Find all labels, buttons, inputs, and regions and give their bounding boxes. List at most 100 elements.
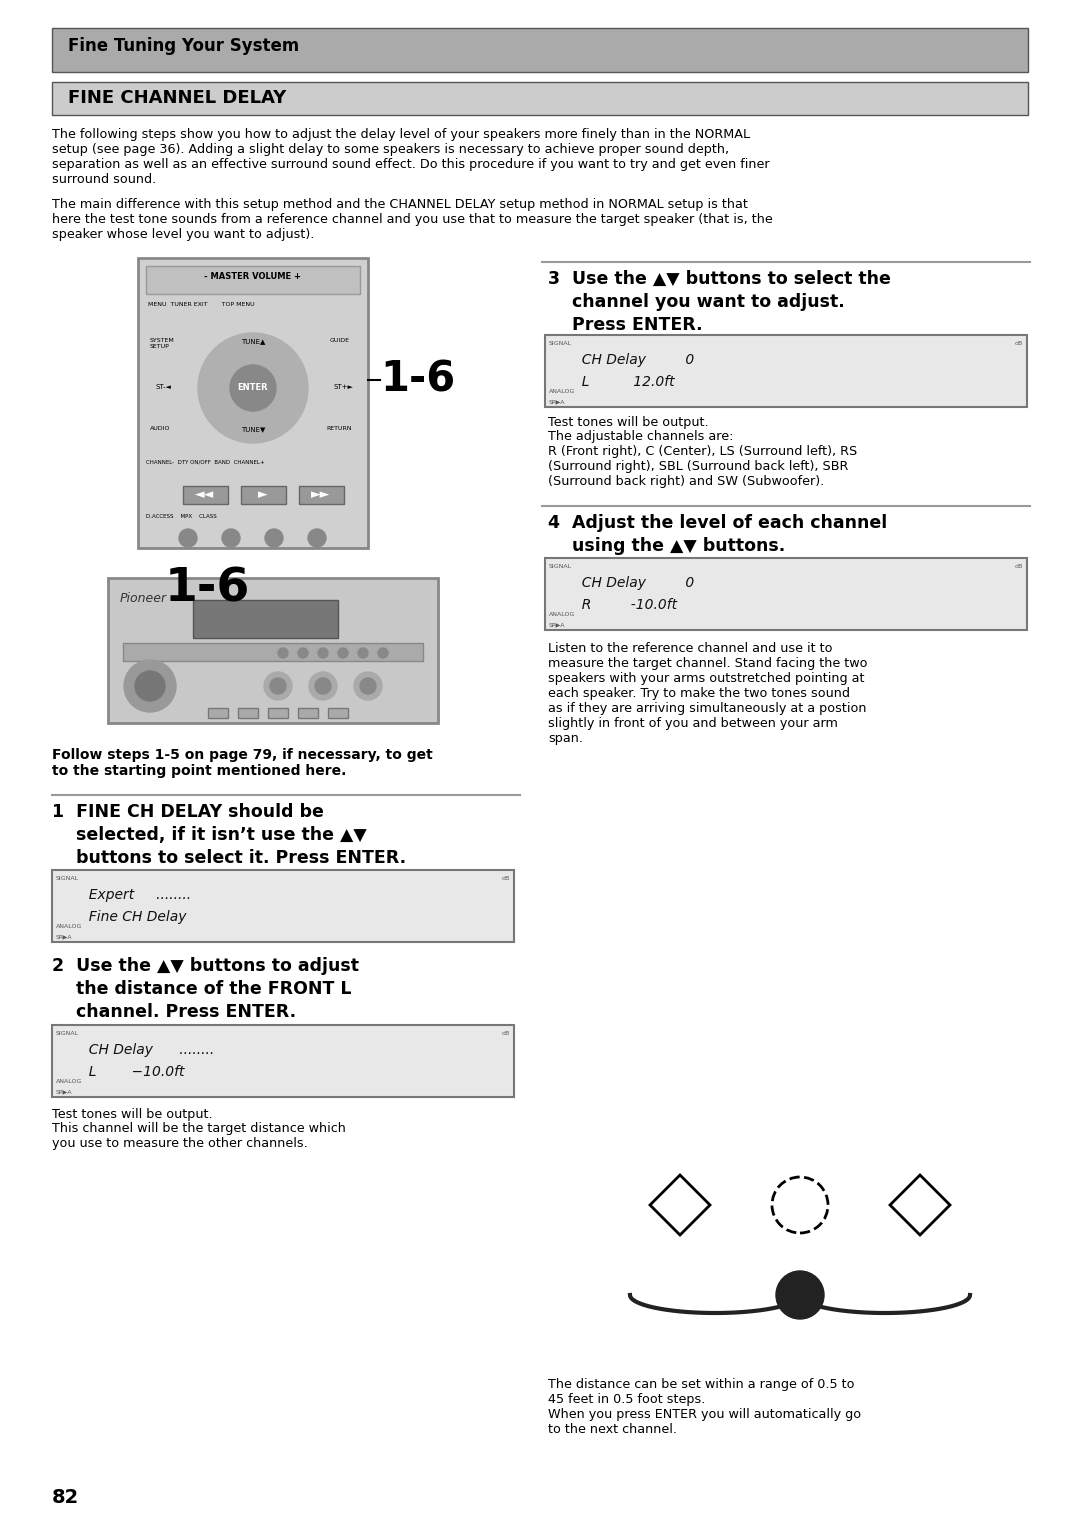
Text: ►►: ►► [311,488,330,502]
Text: 1-6: 1-6 [165,568,251,612]
Bar [545,559,1027,630]
Circle shape [318,649,328,658]
Circle shape [179,530,197,546]
Text: SYSTEM
SETUP: SYSTEM SETUP [150,337,175,349]
Text: SP▶A: SP▶A [549,623,566,627]
Bar [238,708,258,719]
Bar [241,485,286,504]
Text: SIGNAL: SIGNAL [56,876,79,881]
Circle shape [309,671,337,700]
Text: CH Delay      ........: CH Delay ........ [80,1042,214,1058]
Bar [52,1025,514,1097]
Text: dB: dB [502,876,510,881]
Bar [183,485,228,504]
Text: 3  Use the ▲▼ buttons to select the: 3 Use the ▲▼ buttons to select the [548,270,891,288]
Circle shape [298,649,308,658]
Text: The main difference with this setup method and the CHANNEL DELAY setup method in: The main difference with this setup meth… [52,198,773,241]
Text: SIGNAL: SIGNAL [549,565,572,569]
Bar [146,266,360,295]
Circle shape [360,678,376,694]
Text: CHANNEL-  DTY ON/OFF  BAND  CHANNEL+: CHANNEL- DTY ON/OFF BAND CHANNEL+ [146,459,265,465]
Text: AUDIO: AUDIO [150,426,171,430]
Bar [138,258,368,548]
Bar [299,485,345,504]
Circle shape [354,671,382,700]
Circle shape [265,530,283,546]
Text: ◄◄: ◄◄ [195,488,215,502]
Text: ST-◄: ST-◄ [156,385,171,391]
Bar [545,336,1027,407]
Text: ►: ► [258,488,268,502]
Text: - MASTER VOLUME +: - MASTER VOLUME + [204,272,301,281]
Bar [52,27,1028,72]
Text: Follow steps 1-5 on page 79, if necessary, to get
to the starting point mentione: Follow steps 1-5 on page 79, if necessar… [52,748,433,778]
Circle shape [308,530,326,546]
Bar [123,642,423,661]
Text: ANALOG: ANALOG [56,1079,82,1083]
Circle shape [135,671,165,700]
Text: 1-6: 1-6 [380,359,456,400]
Text: using the ▲▼ buttons.: using the ▲▼ buttons. [548,537,785,555]
Circle shape [264,671,292,700]
Text: L          12.0ft: L 12.0ft [573,375,675,389]
Text: L        −10.0ft: L −10.0ft [80,1065,185,1079]
Text: SP▶A: SP▶A [56,934,72,938]
Text: SP▶A: SP▶A [56,1090,72,1094]
Circle shape [124,661,176,713]
Circle shape [315,678,330,694]
Text: Pioneer: Pioneer [120,592,167,604]
Bar [208,708,228,719]
Bar [52,870,514,942]
Text: 4  Adjust the level of each channel: 4 Adjust the level of each channel [548,514,888,533]
Circle shape [270,678,286,694]
Text: the distance of the FRONT L: the distance of the FRONT L [52,980,351,998]
Text: selected, if it isn’t use the ▲▼: selected, if it isn’t use the ▲▼ [52,826,367,844]
Circle shape [338,649,348,658]
Text: dB: dB [1015,340,1023,346]
Text: When you press ENTER you will automatically go
to the next channel.: When you press ENTER you will automatica… [548,1408,861,1436]
Text: CH Delay         0: CH Delay 0 [573,353,694,366]
Text: Fine Tuning Your System: Fine Tuning Your System [68,37,299,55]
Text: SIGNAL: SIGNAL [56,1032,79,1036]
Bar [193,600,338,638]
Text: The adjustable channels are:
R (Front right), C (Center), LS (Surround left), RS: The adjustable channels are: R (Front ri… [548,430,858,488]
Text: Expert     ........: Expert ........ [80,888,191,902]
Circle shape [278,649,288,658]
Circle shape [222,530,240,546]
Text: ANALOG: ANALOG [56,925,82,929]
Text: The distance can be set within a range of 0.5 to
45 feet in 0.5 foot steps.: The distance can be set within a range o… [548,1378,854,1405]
Text: Test tones will be output.: Test tones will be output. [52,1108,213,1122]
Text: ANALOG: ANALOG [549,612,576,617]
Text: GUIDE: GUIDE [330,337,350,343]
Text: ANALOG: ANALOG [549,389,576,394]
Text: R         -10.0ft: R -10.0ft [573,598,677,612]
Text: channel you want to adjust.: channel you want to adjust. [548,293,845,311]
Text: D.ACCESS    MPX    CLASS: D.ACCESS MPX CLASS [146,514,217,519]
Text: Test tones will be output.: Test tones will be output. [548,417,708,429]
Text: 2  Use the ▲▼ buttons to adjust: 2 Use the ▲▼ buttons to adjust [52,957,359,975]
Text: ST+►: ST+► [333,385,353,391]
Text: SP▶A: SP▶A [549,398,566,404]
Bar [268,708,288,719]
Text: RETURN: RETURN [326,426,351,430]
Text: SIGNAL: SIGNAL [549,340,572,346]
Bar [108,578,438,723]
Text: Listen to the reference channel and use it to
measure the target channel. Stand : Listen to the reference channel and use … [548,642,867,745]
Text: MENU  TUNER EXIT       TOP MENU: MENU TUNER EXIT TOP MENU [148,302,255,307]
Text: Press ENTER.: Press ENTER. [548,316,703,334]
Circle shape [230,365,276,410]
Text: Fine CH Delay: Fine CH Delay [80,909,187,925]
Text: FINE CHANNEL DELAY: FINE CHANNEL DELAY [68,89,286,107]
Circle shape [357,649,368,658]
Text: TUNE▼: TUNE▼ [241,426,266,432]
Circle shape [777,1271,824,1318]
Text: channel. Press ENTER.: channel. Press ENTER. [52,1003,296,1021]
Bar [298,708,318,719]
Text: ENTER: ENTER [238,383,268,392]
Circle shape [378,649,388,658]
Text: The following steps show you how to adjust the delay level of your speakers more: The following steps show you how to adju… [52,128,770,186]
Text: CH Delay         0: CH Delay 0 [573,575,694,591]
Text: buttons to select it. Press ENTER.: buttons to select it. Press ENTER. [52,848,406,867]
Circle shape [198,333,308,443]
Bar [52,82,1028,114]
